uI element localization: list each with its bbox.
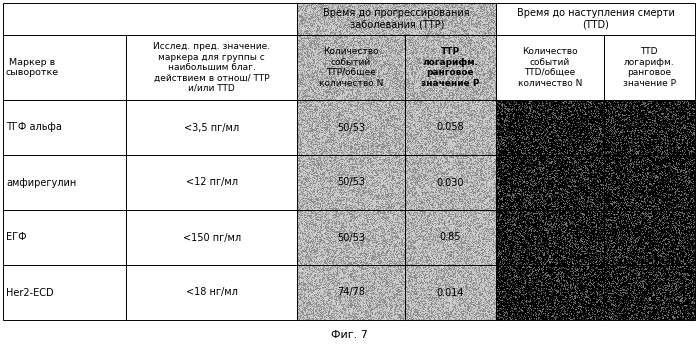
- Bar: [496, 265, 603, 320]
- Bar: [405, 265, 496, 320]
- Text: Время до прогрессирования
заболевания (ТТР): Время до прогрессирования заболевания (Т…: [324, 8, 470, 30]
- Text: Количество
событий
TTD/общее
количество N: Количество событий TTD/общее количество …: [518, 48, 582, 87]
- Text: ЕГФ: ЕГФ: [6, 232, 27, 242]
- Text: 0.058: 0.058: [437, 122, 464, 132]
- Bar: [3, 210, 127, 265]
- Bar: [297, 155, 405, 210]
- Bar: [127, 210, 297, 265]
- Text: 0.030: 0.030: [437, 178, 464, 188]
- Bar: [297, 265, 405, 320]
- Text: 0.014: 0.014: [437, 287, 464, 298]
- Bar: [496, 3, 695, 35]
- Bar: [3, 3, 297, 35]
- Bar: [603, 35, 695, 100]
- Text: Количество
событий
ТТР/общее
количество N: Количество событий ТТР/общее количество …: [319, 48, 383, 87]
- Text: Фиг. 7: Фиг. 7: [331, 330, 368, 340]
- Bar: [496, 100, 603, 155]
- Text: <3,5 пг/мл: <3,5 пг/мл: [185, 122, 239, 132]
- Text: TTD
логарифм.
ранговое
значение Р: TTD логарифм. ранговое значение Р: [623, 48, 676, 87]
- Text: Маркер в
сыворотке: Маркер в сыворотке: [6, 58, 59, 77]
- Bar: [496, 210, 603, 265]
- Text: 50/53: 50/53: [337, 232, 365, 242]
- Bar: [297, 3, 496, 35]
- Bar: [603, 210, 695, 265]
- Text: Her2-ECD: Her2-ECD: [6, 287, 54, 298]
- Text: амфирегулин: амфирегулин: [6, 178, 76, 188]
- Bar: [127, 155, 297, 210]
- Bar: [496, 35, 603, 100]
- Bar: [127, 100, 297, 155]
- Bar: [3, 35, 127, 100]
- Bar: [405, 100, 496, 155]
- Text: <18 нг/мл: <18 нг/мл: [186, 287, 238, 298]
- Bar: [3, 265, 127, 320]
- Text: Время до наступления смерти
(TTD): Время до наступления смерти (TTD): [517, 8, 675, 30]
- Text: ТТР
логарифм.
ранговое
значение Р: ТТР логарифм. ранговое значение Р: [421, 48, 480, 87]
- Bar: [603, 265, 695, 320]
- Text: 50/53: 50/53: [337, 178, 365, 188]
- Bar: [603, 100, 695, 155]
- Bar: [127, 265, 297, 320]
- Bar: [3, 100, 127, 155]
- Bar: [405, 155, 496, 210]
- Text: 0.85: 0.85: [440, 232, 461, 242]
- Bar: [127, 35, 297, 100]
- Bar: [603, 155, 695, 210]
- Bar: [3, 155, 127, 210]
- Bar: [405, 35, 496, 100]
- Bar: [496, 155, 603, 210]
- Bar: [297, 210, 405, 265]
- Text: <12 пг/мл: <12 пг/мл: [186, 178, 238, 188]
- Text: <150 пг/мл: <150 пг/мл: [182, 232, 241, 242]
- Bar: [297, 100, 405, 155]
- Text: 50/53: 50/53: [337, 122, 365, 132]
- Text: ТГФ альфа: ТГФ альфа: [6, 122, 62, 132]
- Bar: [405, 210, 496, 265]
- Bar: [297, 35, 405, 100]
- Text: Исслед. пред. значение.
маркера для группы с
наибольшим благ.
действием в отнош/: Исслед. пред. значение. маркера для груп…: [153, 42, 271, 93]
- Text: 74/78: 74/78: [337, 287, 365, 298]
